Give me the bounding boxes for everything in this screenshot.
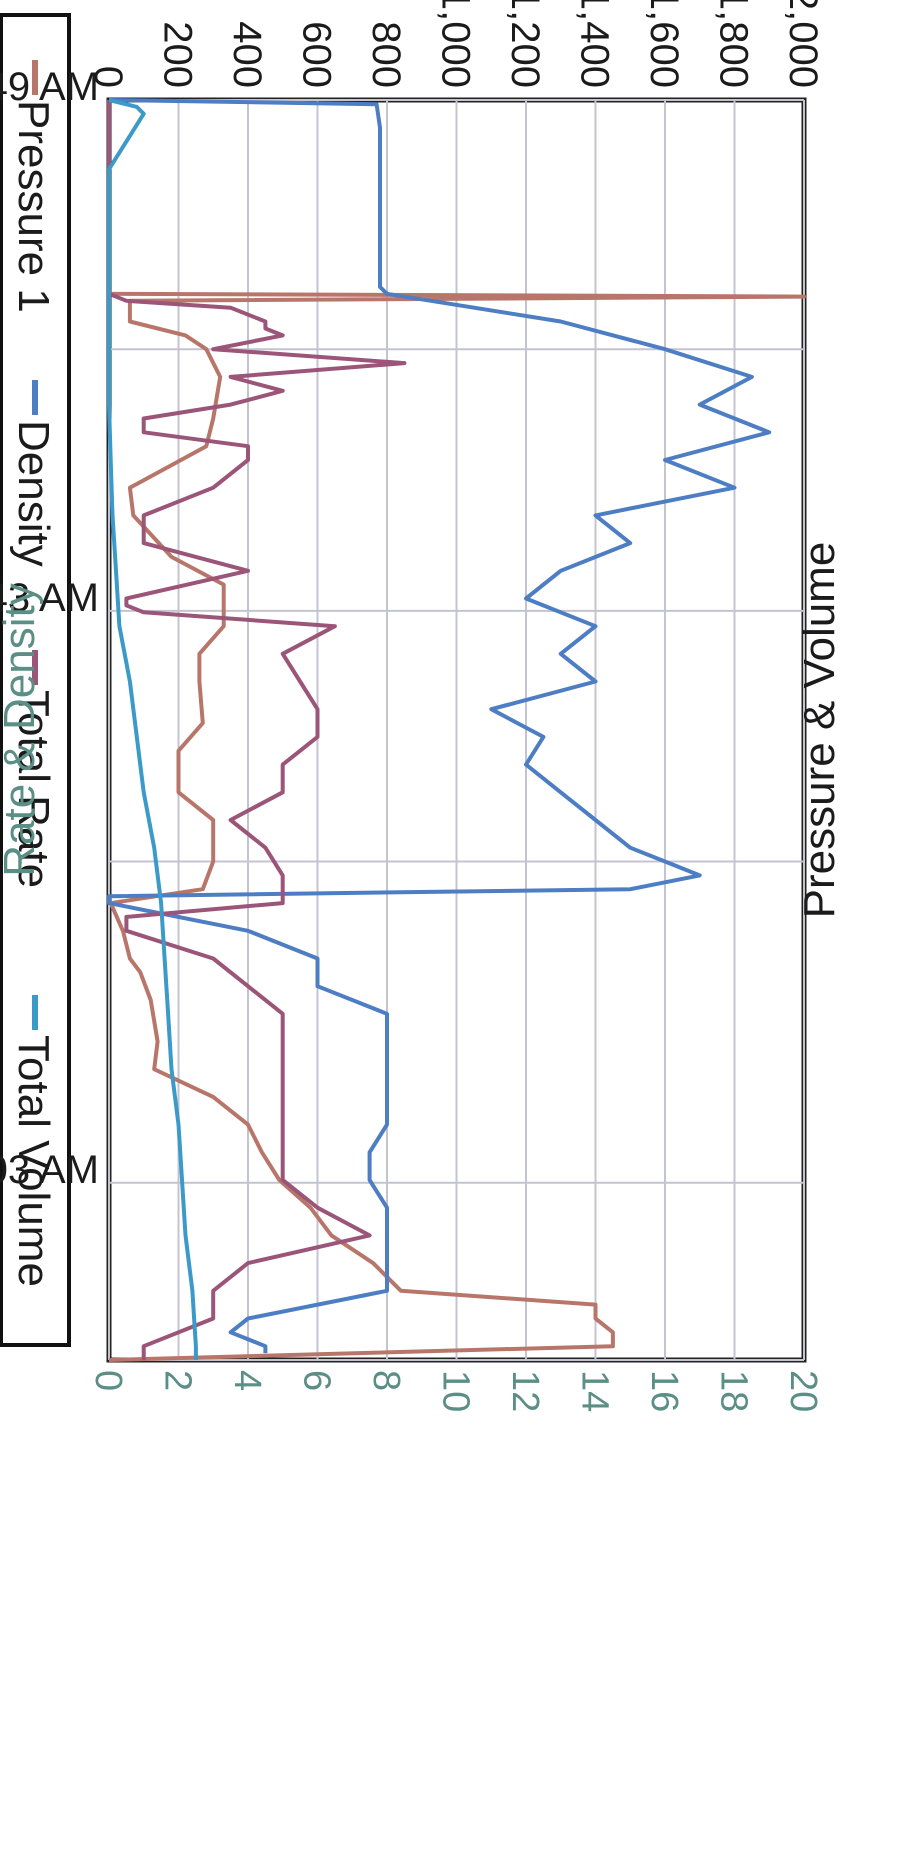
left-tick-label: 800 [364, 21, 408, 88]
left-axis: 0 200 400 600 800 1,000 1,200 1,400 1,600 1,800 2,… [86, 0, 825, 88]
right-tick-label: 16 [643, 1370, 685, 1412]
series-line-pressure-1 [107, 100, 806, 1362]
right-tick-label: 12 [504, 1370, 546, 1412]
right-tick-label: 14 [574, 1370, 616, 1412]
left-axis-title: Pressure & Volume [795, 542, 844, 919]
x-tick-label: 10/4/2022 9:37:49 AM [0, 65, 99, 109]
right-tick-label: 8 [365, 1370, 407, 1391]
right-tick-label: 4 [226, 1370, 268, 1391]
left-tick-label: 1,200 [503, 0, 547, 88]
right-tick-label: 0 [87, 1370, 129, 1391]
left-tick-label: 600 [295, 21, 339, 88]
series-line-density [107, 98, 772, 1354]
x-tick-label: 10/4/2022 10:14:43 AM [0, 576, 99, 620]
series-line-total-rate [107, 100, 407, 1360]
left-tick-label: 1,800 [712, 0, 756, 88]
right-tick-label: 10 [435, 1370, 477, 1412]
right-tick-label: 20 [782, 1370, 824, 1412]
x-tick-label: 10/4/2022 10:56:03 AM [0, 1148, 99, 1192]
legend-label-total-volume: Total Volume [9, 1035, 58, 1287]
legend-label-pressure-1: Pressure 1 [9, 100, 58, 313]
left-tick-label: 1,400 [573, 0, 617, 88]
legend-label-total-rate: Total Rate [9, 690, 58, 888]
right-tick-label: 6 [296, 1370, 338, 1391]
left-tick-label: 200 [156, 21, 200, 88]
x-axis: 10/4/2022 9:37:49 AM 10/4/2022 10:14:43 A… [0, 65, 99, 1192]
left-tick-label: 2,000 [781, 0, 825, 88]
legend: Pressure 1 Density Total Rate Total Volu… [0, 13, 71, 1347]
series-layer [107, 98, 806, 1362]
left-tick-label: 0 [86, 66, 130, 88]
legend-label-density: Density [9, 420, 58, 567]
right-tick-label: 2 [157, 1370, 199, 1391]
left-tick-label: 1,000 [434, 0, 478, 88]
series-line-total-volume [107, 98, 198, 1360]
right-axis-title: Rate & Density [0, 583, 44, 876]
left-tick-label: 400 [225, 21, 269, 88]
right-tick-label: 18 [713, 1370, 755, 1412]
left-tick-label: 1,600 [642, 0, 686, 88]
right-axis: 0 2 4 6 8 10 12 14 16 18 20 [87, 1370, 824, 1412]
